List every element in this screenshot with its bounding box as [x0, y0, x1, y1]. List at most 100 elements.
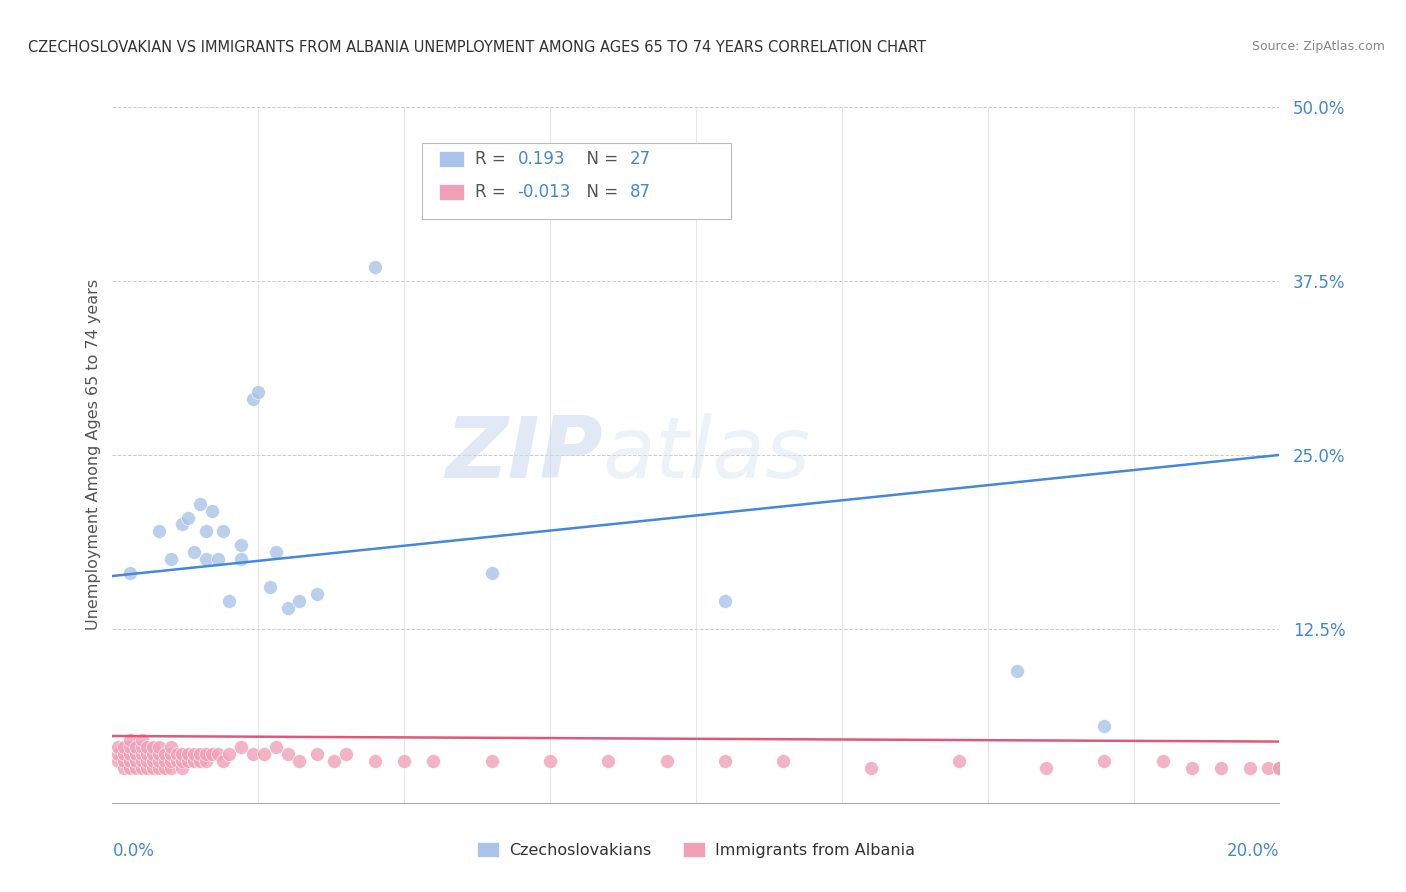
Point	[212, 524, 235, 539]
Point	[1035, 761, 1057, 775]
Point	[131, 754, 153, 768]
Point	[1257, 761, 1279, 775]
Point	[153, 754, 176, 768]
Point	[107, 754, 129, 768]
Point	[131, 761, 153, 775]
Point	[276, 601, 298, 615]
Point	[1209, 761, 1232, 775]
Point	[364, 754, 387, 768]
Point	[160, 740, 183, 755]
Point	[242, 747, 264, 761]
Point	[118, 740, 141, 755]
Point	[481, 566, 503, 581]
Point	[142, 747, 165, 761]
Point	[538, 754, 561, 768]
Point	[422, 754, 444, 768]
Point	[131, 733, 153, 747]
Text: N =: N =	[576, 183, 624, 201]
Point	[118, 733, 141, 747]
Text: Source: ZipAtlas.com: Source: ZipAtlas.com	[1251, 40, 1385, 54]
Point	[598, 754, 620, 768]
Point	[1181, 761, 1204, 775]
Text: R =: R =	[475, 183, 512, 201]
Point	[107, 747, 129, 761]
Point	[125, 747, 148, 761]
Point	[142, 761, 165, 775]
Point	[1094, 754, 1116, 768]
Point	[288, 594, 311, 608]
Point	[1268, 761, 1291, 775]
Text: 87: 87	[630, 183, 651, 201]
Point	[481, 754, 503, 768]
Point	[183, 545, 205, 559]
Point	[1268, 761, 1291, 775]
Point	[160, 747, 183, 761]
Point	[148, 747, 170, 761]
Y-axis label: Unemployment Among Ages 65 to 74 years: Unemployment Among Ages 65 to 74 years	[86, 279, 101, 631]
Point	[160, 754, 183, 768]
Point	[253, 747, 276, 761]
Point	[276, 747, 298, 761]
Point	[194, 552, 217, 566]
Point	[201, 503, 224, 517]
Point	[1268, 761, 1291, 775]
Point	[1152, 754, 1174, 768]
Text: atlas: atlas	[603, 413, 811, 497]
Point	[242, 392, 264, 407]
Text: 20.0%: 20.0%	[1227, 842, 1279, 860]
Legend: Czechoslovakians, Immigrants from Albania: Czechoslovakians, Immigrants from Albani…	[471, 836, 921, 864]
Point	[131, 747, 153, 761]
Point	[288, 754, 311, 768]
Text: ZIP: ZIP	[444, 413, 603, 497]
Point	[655, 754, 678, 768]
Point	[207, 552, 229, 566]
Point	[1005, 664, 1028, 678]
Point	[188, 747, 211, 761]
Point	[136, 747, 159, 761]
Point	[860, 761, 883, 775]
Point	[264, 740, 287, 755]
Point	[259, 580, 281, 594]
Point	[948, 754, 970, 768]
Point	[177, 747, 200, 761]
Point	[172, 754, 194, 768]
Point	[148, 524, 170, 539]
Point	[305, 747, 328, 761]
Point	[218, 594, 240, 608]
Point	[112, 740, 135, 755]
Point	[148, 740, 170, 755]
Point	[177, 510, 200, 524]
Point	[714, 594, 737, 608]
Point	[166, 754, 188, 768]
Point	[188, 754, 211, 768]
Point	[125, 761, 148, 775]
Point	[1094, 719, 1116, 733]
Text: 0.193: 0.193	[517, 150, 565, 168]
Point	[177, 754, 200, 768]
Point	[335, 747, 357, 761]
Point	[112, 761, 135, 775]
Point	[153, 747, 176, 761]
Point	[131, 740, 153, 755]
Point	[112, 754, 135, 768]
Point	[1239, 761, 1261, 775]
Point	[142, 740, 165, 755]
Text: 0.0%: 0.0%	[112, 842, 155, 860]
Point	[264, 545, 287, 559]
Point	[305, 587, 328, 601]
Point	[136, 761, 159, 775]
Point	[194, 754, 217, 768]
Point	[142, 754, 165, 768]
Point	[323, 754, 346, 768]
Text: CZECHOSLOVAKIAN VS IMMIGRANTS FROM ALBANIA UNEMPLOYMENT AMONG AGES 65 TO 74 YEAR: CZECHOSLOVAKIAN VS IMMIGRANTS FROM ALBAN…	[28, 40, 927, 55]
Point	[201, 747, 224, 761]
Point	[247, 385, 270, 400]
Point	[172, 517, 194, 532]
Point	[136, 740, 159, 755]
Point	[172, 761, 194, 775]
Point	[125, 754, 148, 768]
Point	[118, 761, 141, 775]
Point	[714, 754, 737, 768]
Point	[229, 552, 252, 566]
Point	[212, 754, 235, 768]
